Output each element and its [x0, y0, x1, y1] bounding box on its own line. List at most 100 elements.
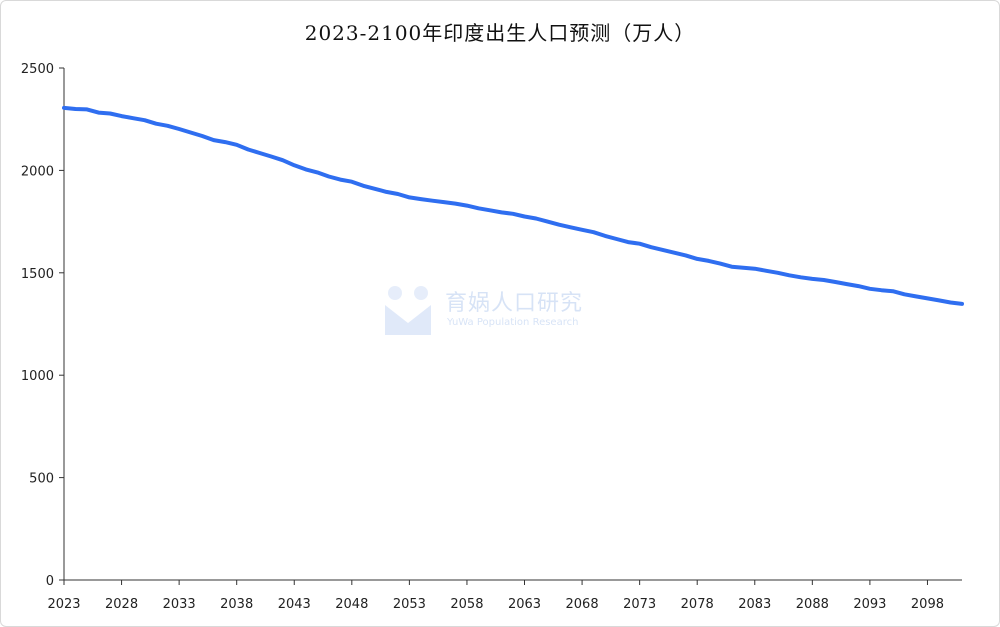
x-tick-label-2038: 2038	[220, 597, 253, 612]
y-tick-label-1500: 1500	[21, 267, 54, 282]
data-point-2063	[523, 215, 526, 218]
data-point-2038	[235, 143, 238, 146]
data-point-2042	[281, 159, 284, 162]
data-point-2067	[569, 226, 572, 229]
data-point-2094	[880, 289, 883, 292]
data-point-2061	[500, 211, 503, 214]
data-point-2044	[304, 168, 307, 171]
data-point-2082	[742, 266, 745, 269]
data-point-2100	[949, 301, 952, 304]
data-point-2090	[834, 280, 837, 284]
data-point-2033	[177, 127, 181, 131]
data-point-2030	[143, 119, 146, 122]
data-point-2095	[891, 290, 895, 293]
data-point-2035	[201, 134, 204, 138]
data-point-2024	[74, 107, 77, 111]
data-point-2074	[650, 246, 653, 249]
data-point-2041	[270, 155, 273, 158]
x-tick-label-2028: 2028	[105, 597, 138, 612]
x-tick-label-2063: 2063	[508, 597, 541, 612]
data-point-2056	[442, 200, 446, 204]
data-point-2028	[120, 114, 123, 118]
data-point-2092	[857, 284, 860, 288]
data-point-2070	[603, 234, 607, 238]
watermark: 育娲人口研究 YuWa Population Research	[383, 283, 623, 343]
x-tick-label-2088: 2088	[796, 597, 829, 612]
data-point-2025	[85, 108, 89, 111]
data-point-2058	[465, 204, 469, 207]
data-point-2023	[62, 106, 66, 110]
data-point-2049	[362, 184, 365, 187]
y-tick-label-2000: 2000	[21, 164, 54, 179]
series-layer	[62, 105, 964, 306]
x-tick-label-2083: 2083	[738, 597, 771, 612]
data-point-2093	[868, 287, 872, 290]
data-point-2036	[212, 138, 215, 142]
data-point-2047	[339, 178, 342, 181]
data-point-2085	[776, 271, 779, 274]
data-point-2099	[937, 299, 941, 302]
data-point-2027	[108, 112, 112, 115]
x-tick-label-2048: 2048	[335, 597, 368, 612]
data-point-2071	[615, 237, 618, 241]
data-point-2097	[914, 295, 918, 298]
data-point-2059	[477, 207, 480, 210]
data-point-2057	[454, 202, 457, 205]
watermark-text: 育娲人口研究	[445, 291, 584, 316]
data-point-2026	[97, 111, 100, 114]
data-point-2091	[845, 282, 849, 286]
data-point-2098	[926, 297, 929, 300]
data-point-2069	[592, 231, 595, 234]
data-point-2045	[316, 171, 319, 174]
data-point-2046	[327, 175, 330, 178]
data-point-2081	[730, 265, 733, 268]
watermark-logo-icon	[385, 286, 431, 335]
data-point-2040	[258, 151, 261, 155]
data-point-2072	[626, 240, 630, 244]
y-tick-label-500: 500	[29, 472, 54, 487]
x-tick-label-2053: 2053	[393, 597, 426, 612]
x-tick-label-2068: 2068	[566, 597, 599, 612]
data-point-2034	[189, 131, 192, 134]
data-point-2088	[811, 277, 814, 281]
series-line-0	[62, 105, 964, 306]
data-point-2073	[638, 242, 641, 245]
data-point-2052	[396, 192, 400, 196]
data-point-2043	[293, 164, 296, 167]
data-point-2065	[546, 220, 549, 223]
data-point-2062	[511, 212, 515, 215]
data-point-2066	[557, 223, 561, 226]
x-tick-label-2023: 2023	[47, 597, 80, 612]
x-tick-label-2058: 2058	[450, 597, 483, 612]
x-tick-label-2078: 2078	[681, 597, 714, 612]
data-point-2064	[534, 217, 538, 220]
data-point-2086	[788, 274, 791, 277]
data-point-2068	[580, 228, 584, 231]
data-point-2079	[707, 259, 710, 263]
data-point-2053	[408, 196, 411, 199]
data-point-2060	[488, 209, 492, 212]
data-point-2037	[224, 140, 227, 144]
y-tick-label-0: 0	[46, 574, 54, 589]
data-point-2039	[247, 148, 250, 151]
data-point-2083	[753, 267, 756, 270]
x-tick-label-2093: 2093	[853, 597, 886, 612]
watermark-subtext: YuWa Population Research	[447, 317, 579, 328]
x-tick-label-2033: 2033	[163, 597, 196, 612]
axes: 0 500 1000 1500 2000 2500 2023 2028 2033 2038 2043…	[21, 62, 962, 612]
x-tick-label-2073: 2073	[623, 597, 656, 612]
data-point-2096	[903, 293, 906, 296]
data-point-2089	[822, 278, 825, 282]
data-point-2101	[960, 302, 964, 306]
data-point-2077	[684, 254, 687, 257]
data-point-2054	[419, 197, 423, 201]
data-point-2029	[131, 117, 135, 120]
data-point-2048	[350, 180, 353, 183]
chart-title: 2023-2100年印度出生人口预测（万人）	[304, 21, 696, 45]
data-point-2078	[696, 257, 699, 261]
data-point-2087	[799, 276, 802, 279]
data-point-2032	[166, 124, 169, 128]
data-point-2031	[154, 122, 158, 125]
